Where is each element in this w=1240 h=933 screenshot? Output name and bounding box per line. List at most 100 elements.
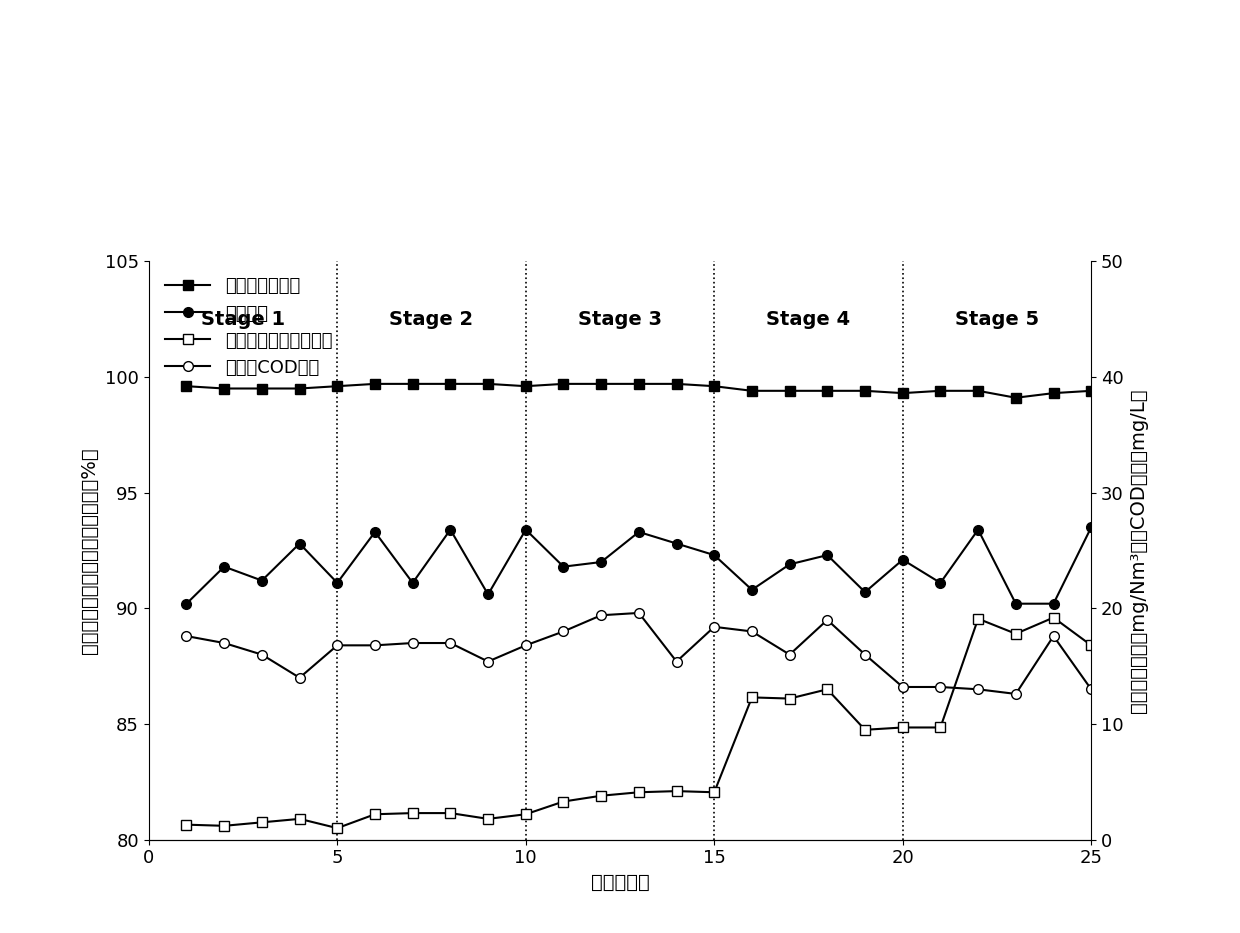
外排水COD浓度 — [367, 640, 382, 651]
硫氧化物脱除率 — [556, 378, 570, 389]
净化气中硫氧化物浓度 — [971, 613, 986, 624]
外排水COD浓度 — [932, 681, 947, 692]
硫回收率 — [744, 584, 759, 595]
Text: Stage 2: Stage 2 — [389, 310, 474, 328]
硫氧化物脱除率 — [631, 378, 646, 389]
外排水COD浓度 — [670, 656, 684, 667]
硫回收率 — [670, 538, 684, 550]
Text: Stage 3: Stage 3 — [578, 310, 662, 328]
硫回收率 — [594, 556, 609, 567]
硫氧化物脱除率 — [518, 381, 533, 392]
外排水COD浓度 — [782, 649, 797, 661]
外排水COD浓度 — [293, 672, 308, 683]
Y-axis label: 硫氧化物浓度（mg/Nm³）或COD浓度（mg/L）: 硫氧化物浓度（mg/Nm³）或COD浓度（mg/L） — [1130, 388, 1148, 713]
硫氧化物脱除率 — [932, 385, 947, 397]
净化气中硫氧化物浓度 — [1084, 640, 1099, 651]
净化气中硫氧化物浓度 — [481, 814, 496, 825]
硫回收率 — [820, 550, 835, 561]
净化气中硫氧化物浓度 — [367, 809, 382, 820]
硫氧化物脱除率 — [254, 383, 269, 394]
净化气中硫氧化物浓度 — [895, 722, 910, 733]
硫氧化物脱除率 — [1008, 392, 1023, 403]
Text: Stage 4: Stage 4 — [766, 310, 851, 328]
净化气中硫氧化物浓度 — [1047, 612, 1061, 623]
净化气中硫氧化物浓度 — [932, 722, 947, 733]
外排水COD浓度 — [1047, 631, 1061, 642]
净化气中硫氧化物浓度 — [631, 787, 646, 798]
净化气中硫氧化物浓度 — [254, 816, 269, 828]
X-axis label: 时间（天）: 时间（天） — [590, 873, 650, 892]
外排水COD浓度 — [820, 614, 835, 625]
硫回收率 — [1047, 598, 1061, 609]
净化气中硫氧化物浓度 — [1008, 628, 1023, 639]
硫回收率 — [1008, 598, 1023, 609]
硫回收率 — [932, 578, 947, 589]
硫氧化物脱除率 — [1047, 387, 1061, 398]
硫回收率 — [858, 587, 873, 598]
外排水COD浓度 — [481, 656, 496, 667]
硫氧化物脱除率 — [895, 387, 910, 398]
硫回收率 — [481, 589, 496, 600]
净化气中硫氧化物浓度 — [405, 807, 420, 818]
硫氧化物脱除率 — [330, 381, 345, 392]
硫氧化物脱除率 — [1084, 385, 1099, 397]
净化气中硫氧化物浓度 — [858, 724, 873, 735]
外排水COD浓度 — [631, 607, 646, 619]
硫回收率 — [518, 524, 533, 536]
硫回收率 — [330, 578, 345, 589]
外排水COD浓度 — [971, 684, 986, 695]
外排水COD浓度 — [330, 640, 345, 651]
净化气中硫氧化物浓度 — [744, 691, 759, 703]
Text: Stage 5: Stage 5 — [955, 310, 1039, 328]
外排水COD浓度 — [744, 626, 759, 637]
硫氧化物脱除率 — [820, 385, 835, 397]
外排水COD浓度 — [179, 631, 193, 642]
净化气中硫氧化物浓度 — [518, 809, 533, 820]
外排水COD浓度 — [254, 649, 269, 661]
硫回收率 — [1084, 522, 1099, 533]
Legend: 硫氧化物脱除率, 硫回收率, 净化气中硫氧化物浓度, 外排水COD浓度: 硫氧化物脱除率, 硫回收率, 净化气中硫氧化物浓度, 外排水COD浓度 — [157, 271, 340, 383]
净化气中硫氧化物浓度 — [820, 684, 835, 695]
硫回收率 — [254, 575, 269, 586]
净化气中硫氧化物浓度 — [707, 787, 722, 798]
硫氧化物脱除率 — [858, 385, 873, 397]
硫回收率 — [293, 538, 308, 550]
外排水COD浓度 — [1084, 684, 1099, 695]
外排水COD浓度 — [594, 609, 609, 620]
硫回收率 — [217, 561, 232, 572]
硫氧化物脱除率 — [744, 385, 759, 397]
硫氧化物脱除率 — [481, 378, 496, 389]
外排水COD浓度 — [556, 626, 570, 637]
外排水COD浓度 — [217, 637, 232, 648]
净化气中硫氧化物浓度 — [217, 820, 232, 831]
硫回收率 — [971, 524, 986, 536]
Line: 硫回收率: 硫回收率 — [181, 522, 1096, 608]
Line: 外排水COD浓度: 外排水COD浓度 — [181, 608, 1096, 699]
Line: 硫氧化物脱除率: 硫氧化物脱除率 — [181, 379, 1096, 403]
硫回收率 — [895, 554, 910, 565]
硫氧化物脱除率 — [217, 383, 232, 394]
硫回收率 — [367, 526, 382, 537]
硫氧化物脱除率 — [594, 378, 609, 389]
外排水COD浓度 — [895, 681, 910, 692]
硫回收率 — [556, 561, 570, 572]
硫氧化物脱除率 — [707, 381, 722, 392]
硫回收率 — [179, 598, 193, 609]
外排水COD浓度 — [858, 649, 873, 661]
外排水COD浓度 — [405, 637, 420, 648]
外排水COD浓度 — [443, 637, 458, 648]
净化气中硫氧化物浓度 — [782, 693, 797, 704]
外排水COD浓度 — [1008, 689, 1023, 700]
硫回收率 — [707, 550, 722, 561]
硫氧化物脱除率 — [293, 383, 308, 394]
净化气中硫氧化物浓度 — [330, 823, 345, 834]
硫回收率 — [443, 524, 458, 536]
硫氧化物脱除率 — [405, 378, 420, 389]
Line: 净化气中硫氧化物浓度: 净化气中硫氧化物浓度 — [181, 613, 1096, 833]
硫氧化物脱除率 — [367, 378, 382, 389]
Text: Stage 1: Stage 1 — [201, 310, 285, 328]
净化气中硫氧化物浓度 — [556, 796, 570, 807]
净化气中硫氧化物浓度 — [594, 790, 609, 801]
硫回收率 — [405, 578, 420, 589]
Y-axis label: 硫氧化物脱除率或单质硫回收率（%）: 硫氧化物脱除率或单质硫回收率（%） — [81, 447, 99, 654]
